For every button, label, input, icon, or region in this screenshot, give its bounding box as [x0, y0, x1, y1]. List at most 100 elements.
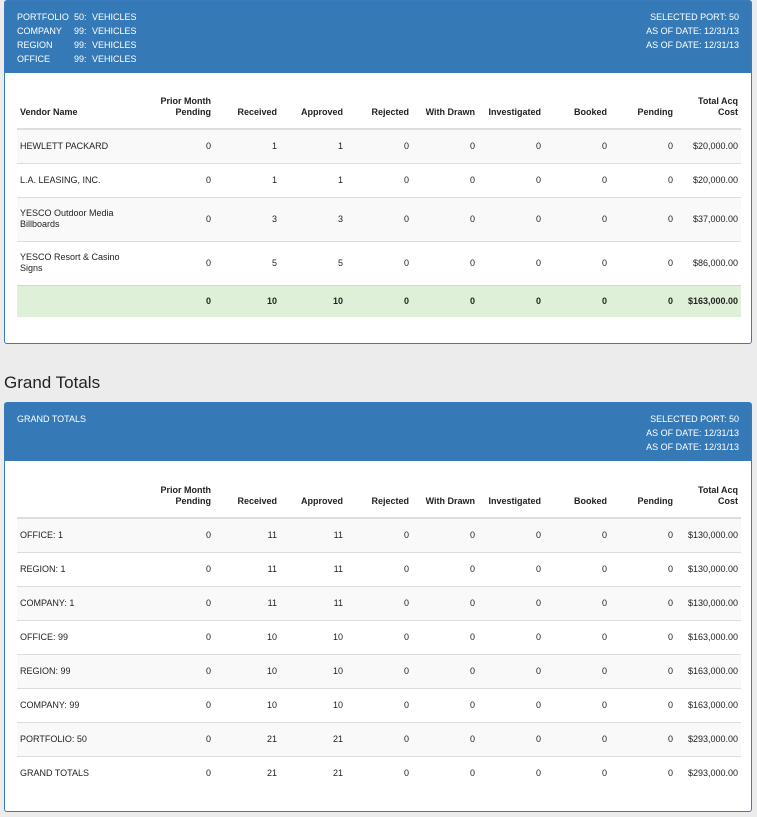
value-cell: 1	[280, 128, 346, 163]
as-of-date: AS OF DATE: 12/31/13	[646, 40, 739, 50]
value-cell: $86,000.00	[676, 240, 741, 285]
value-cell: 5	[280, 240, 346, 285]
value-cell: 0	[610, 721, 676, 756]
value-cell: 0	[478, 653, 544, 688]
column-header: Received	[214, 84, 280, 130]
value-cell: 0	[412, 128, 478, 163]
value-cell: 21	[214, 721, 280, 756]
value-cell: 0	[412, 517, 478, 552]
value-cell: 0	[143, 196, 214, 241]
value-cell: 0	[346, 755, 412, 790]
value-cell: 0	[412, 721, 478, 756]
value-cell: $130,000.00	[676, 517, 741, 552]
value-cell: 0	[478, 240, 544, 285]
value-cell: 0	[478, 517, 544, 552]
table-row: OFFICE: 1 0 11 11 0 0 0 0 0 $130,000.00	[17, 517, 741, 552]
panel-header: PORTFOLIO 50: VEHICLES COMPANY 99: VEHICLES …	[5, 1, 751, 73]
column-header: Total Acq Cost	[676, 84, 741, 130]
value-cell: 10	[214, 687, 280, 722]
total-row: 0 10 10 0 0 0 0 0 $163,000.00	[17, 284, 741, 317]
value-cell: 0	[143, 240, 214, 285]
info-number: 99:	[74, 40, 87, 50]
row-label-cell: REGION: 1	[17, 551, 143, 586]
value-cell: 0	[412, 687, 478, 722]
value-cell: 0	[544, 162, 610, 197]
table-row: L.A. LEASING, INC. 0 1 1 0 0 0 0 0 $20,000.00	[17, 162, 741, 197]
value-cell: 0	[478, 585, 544, 620]
total-value-cell: 10	[280, 284, 346, 317]
table-row: REGION: 99 0 10 10 0 0 0 0 0 $163,000.00	[17, 653, 741, 688]
value-cell: 10	[280, 653, 346, 688]
info-number: 99:	[74, 26, 87, 36]
total-value-cell: 0	[143, 284, 214, 317]
info-key: PORTFOLIO	[17, 12, 69, 22]
table-row: OFFICE: 99 0 10 10 0 0 0 0 0 $163,000.00	[17, 619, 741, 654]
vendor-summary-panel: PORTFOLIO 50: VEHICLES COMPANY 99: VEHICLES …	[4, 0, 752, 344]
region-row: REGION 99: VEHICLES	[17, 38, 137, 52]
column-header: Pending	[610, 473, 676, 519]
row-label-cell: OFFICE: 99	[17, 619, 143, 654]
value-cell: 11	[280, 517, 346, 552]
column-header: With Drawn	[412, 473, 478, 519]
value-cell: $163,000.00	[676, 687, 741, 722]
vendor-table: Vendor Name Prior Month Pending Received…	[17, 84, 741, 317]
column-header: Total Acq Cost	[676, 473, 741, 519]
info-key: COMPANY	[17, 26, 62, 36]
panel-header-title: GRAND TOTALS	[17, 414, 87, 424]
grand-totals-heading: Grand Totals	[4, 373, 101, 392]
column-header: Vendor Name	[17, 84, 143, 130]
value-cell: 0	[478, 162, 544, 197]
value-cell: 0	[143, 162, 214, 197]
value-cell: 0	[412, 755, 478, 790]
value-cell: 0	[478, 687, 544, 722]
column-header: Approved	[280, 84, 346, 130]
value-cell: 10	[280, 619, 346, 654]
value-cell: $293,000.00	[676, 755, 741, 790]
total-value-cell: $163,000.00	[676, 284, 741, 317]
value-cell: 0	[544, 687, 610, 722]
selected-port: SELECTED PORT: 50	[650, 414, 739, 424]
value-cell: 11	[280, 585, 346, 620]
row-label-cell: PORTFOLIO: 50	[17, 721, 143, 756]
value-cell: 0	[143, 687, 214, 722]
value-cell: 0	[412, 585, 478, 620]
value-cell: 0	[478, 128, 544, 163]
row-label-cell: YESCO Outdoor Media Billboards	[17, 196, 143, 241]
value-cell: 21	[280, 721, 346, 756]
value-cell: 0	[610, 162, 676, 197]
value-cell: 0	[478, 755, 544, 790]
column-header: Rejected	[346, 84, 412, 130]
value-cell: 0	[544, 240, 610, 285]
column-header: Rejected	[346, 473, 412, 519]
value-cell: 21	[214, 755, 280, 790]
value-cell: 0	[610, 551, 676, 586]
value-cell: 0	[143, 721, 214, 756]
total-value-cell: 0	[544, 284, 610, 317]
value-cell: 1	[280, 162, 346, 197]
column-header	[17, 473, 143, 519]
value-cell: $163,000.00	[676, 619, 741, 654]
value-cell: 1	[214, 162, 280, 197]
value-cell: 3	[214, 196, 280, 241]
office-row: OFFICE 99: VEHICLES	[17, 52, 137, 66]
table-row: YESCO Outdoor Media Billboards 0 3 3 0 0 0 0 0 $3…	[17, 196, 741, 241]
info-key: OFFICE	[17, 54, 50, 64]
value-cell: 0	[610, 755, 676, 790]
info-value: VEHICLES	[92, 12, 137, 22]
column-header: Received	[214, 473, 280, 519]
value-cell: 0	[143, 128, 214, 163]
value-cell: 0	[412, 619, 478, 654]
table-row: COMPANY: 1 0 11 11 0 0 0 0 0 $130,000.00	[17, 585, 741, 620]
value-cell: 0	[610, 619, 676, 654]
value-cell: 0	[544, 551, 610, 586]
as-of-date: AS OF DATE: 12/31/13	[646, 442, 739, 452]
selected-port: SELECTED PORT: 50	[650, 12, 739, 22]
value-cell: 0	[544, 196, 610, 241]
value-cell: 0	[346, 687, 412, 722]
row-label-cell: L.A. LEASING, INC.	[17, 162, 143, 197]
value-cell: 11	[214, 551, 280, 586]
info-value: VEHICLES	[92, 40, 137, 50]
value-cell: 0	[610, 687, 676, 722]
value-cell: 0	[544, 517, 610, 552]
column-header: Booked	[544, 473, 610, 519]
